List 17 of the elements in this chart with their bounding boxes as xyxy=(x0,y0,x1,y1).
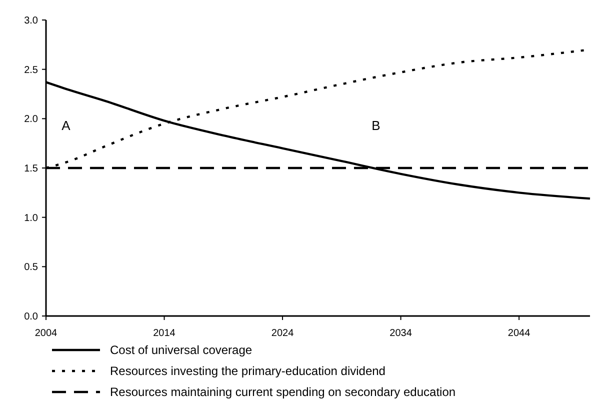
x-tick-label: 2044 xyxy=(508,328,531,339)
y-tick-label: 3.0 xyxy=(24,16,38,26)
x-tick-label: 2014 xyxy=(153,328,176,339)
x-tick-label: 2034 xyxy=(390,328,412,339)
x-tick-label: 2004 xyxy=(34,328,58,339)
legend-label: Cost of universal coverage xyxy=(110,343,252,358)
y-tick-label: 2.0 xyxy=(24,114,38,126)
y-tick-label: 1.0 xyxy=(24,212,38,224)
annotation: B xyxy=(372,118,380,133)
y-tick-label: 0.0 xyxy=(24,312,38,322)
legend-label: Resources maintaining current spending on secondary education xyxy=(110,385,456,400)
y-tick-label: 1.5 xyxy=(24,164,38,174)
x-tick-label: 2024 xyxy=(271,328,294,339)
y-tick-label: 2.5 xyxy=(24,64,38,76)
y-tick-label: 0.5 xyxy=(24,262,38,274)
annotation: A xyxy=(62,118,71,133)
legend-label: Resources investing the primary-education dividend xyxy=(110,364,386,378)
